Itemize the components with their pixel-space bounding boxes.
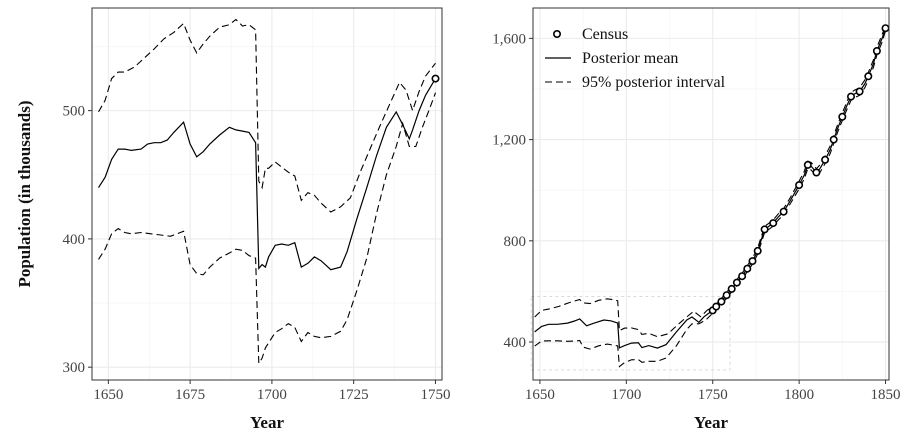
census-point xyxy=(712,302,721,311)
y-tick-label: 800 xyxy=(504,234,527,250)
x-tick-label: 1750 xyxy=(698,387,728,403)
census-point xyxy=(727,284,736,293)
x-axis-title: Year xyxy=(250,413,284,432)
legend-symbol-census xyxy=(552,29,561,38)
legend-label: Census xyxy=(582,26,628,43)
legend: Census Posterior mean 95% posterior interv… xyxy=(545,26,726,91)
legend-label: 95% posterior interval xyxy=(582,74,726,91)
census-point xyxy=(732,278,741,287)
y-tick-label: 500 xyxy=(63,104,86,120)
census-point xyxy=(803,160,812,169)
census-point xyxy=(864,72,873,81)
panel-border xyxy=(91,7,443,381)
y-axis-title: Population (in thousands) xyxy=(15,100,34,287)
census-point xyxy=(748,257,757,266)
x-tick-label: 1650 xyxy=(93,387,123,403)
census-point xyxy=(760,225,769,234)
y-tick-label: 300 xyxy=(63,360,86,376)
y-tick-label: 400 xyxy=(63,232,86,248)
census-point xyxy=(855,87,864,96)
y-tick-label: 1,200 xyxy=(492,133,526,149)
census-point xyxy=(738,272,747,281)
x-tick-label: 1675 xyxy=(175,387,205,403)
panel-border xyxy=(532,7,890,381)
x-tick-label: 1850 xyxy=(871,387,901,403)
ci-upper-line xyxy=(98,18,436,213)
x-axis-title: Year xyxy=(694,413,728,432)
y-tick-label: 1,600 xyxy=(492,31,526,47)
census-point xyxy=(779,207,788,216)
x-tick-label: 1700 xyxy=(257,387,287,403)
y-tick-label: 400 xyxy=(504,335,527,351)
census-point xyxy=(743,264,752,273)
census-point xyxy=(795,181,804,190)
census-point xyxy=(821,155,830,164)
x-tick-label: 1800 xyxy=(784,387,814,403)
census-point xyxy=(829,135,838,144)
x-tick-label: 1650 xyxy=(525,387,555,403)
census-point xyxy=(881,24,890,33)
x-tick-label: 1700 xyxy=(611,387,641,403)
census-point xyxy=(838,112,847,121)
census-point xyxy=(722,291,731,300)
census-point xyxy=(872,46,881,55)
census-point xyxy=(812,168,821,177)
posterior-mean-line xyxy=(97,78,437,271)
census-point xyxy=(769,219,778,228)
chart-panel-1: 1650 1675 1700 1725 1750 300 400 500 Year Populat… xyxy=(15,7,450,432)
ci-lower-line xyxy=(98,92,437,366)
census-point xyxy=(431,74,440,83)
x-tick-label: 1725 xyxy=(339,387,369,403)
census-point xyxy=(753,246,762,255)
chart-panel-2: 1650 1700 1750 1800 1850 400 800 1,200 1,600 Year… xyxy=(492,7,901,432)
inset-region-box xyxy=(530,295,731,371)
census-point xyxy=(717,297,726,306)
legend-label: Posterior mean xyxy=(582,50,678,67)
census-point xyxy=(846,92,855,101)
x-tick-label: 1750 xyxy=(420,387,450,403)
